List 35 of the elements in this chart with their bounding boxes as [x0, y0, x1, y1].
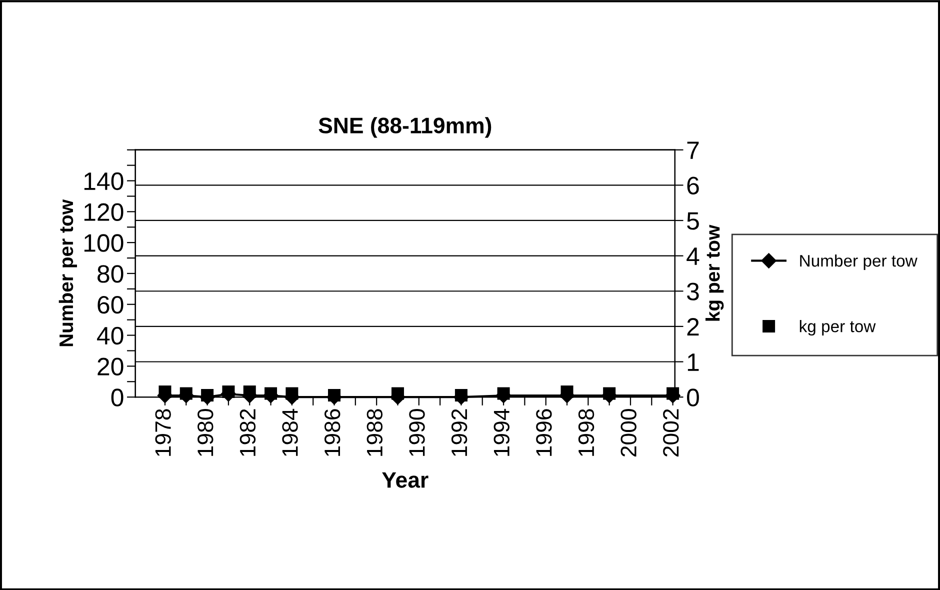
y-tick-label: 120 [84, 203, 124, 221]
x-tick-label: 2002 [663, 409, 679, 456]
y2-axis-title: kg per tow [705, 224, 724, 321]
y-tick-label: 140 [84, 172, 124, 190]
y2-tick-label: 5 [687, 212, 699, 230]
y-tick-label: 80 [98, 265, 124, 283]
y-tick-label: 100 [84, 234, 124, 252]
y-tick-label: 60 [98, 296, 124, 314]
y2-tick-label: 3 [686, 282, 699, 300]
y-tick-label: 40 [97, 326, 124, 345]
y2-tick-label: 2 [687, 318, 699, 336]
x-tick-label: 1994 [494, 408, 510, 456]
y2-tick-label: 6 [687, 176, 699, 194]
y2-tick-label: 1 [688, 354, 699, 371]
y-tick-label: 20 [98, 358, 124, 376]
legend-label: kg per tow [800, 320, 876, 336]
y-tick-label: 0 [111, 388, 124, 406]
x-tick-label: 1996 [536, 409, 552, 456]
x-tick-label: 1998 [578, 409, 594, 456]
x-tick-label: 1990 [409, 409, 425, 456]
x-tick-label: 1988 [366, 409, 383, 456]
x-tick-label: 1984 [282, 408, 298, 456]
x-tick-label: 1986 [324, 409, 340, 456]
x-tick-label: 1992 [451, 409, 468, 456]
x-tick-label: 2000 [620, 409, 636, 456]
legend-label: Number per tow [800, 254, 918, 270]
x-tick-label: 1980 [198, 409, 214, 456]
chart-title: SNE (88-119mm) [318, 117, 492, 138]
y-axis-title: Number per tow [58, 199, 77, 346]
x-axis-title: Year [382, 472, 428, 488]
x-tick-label: 1982 [240, 409, 256, 456]
y2-tick-label: 7 [687, 142, 699, 159]
x-tick-label: 1978 [155, 409, 171, 456]
y2-tick-label: 4 [686, 248, 700, 265]
y2-tick-label: 0 [687, 388, 699, 406]
